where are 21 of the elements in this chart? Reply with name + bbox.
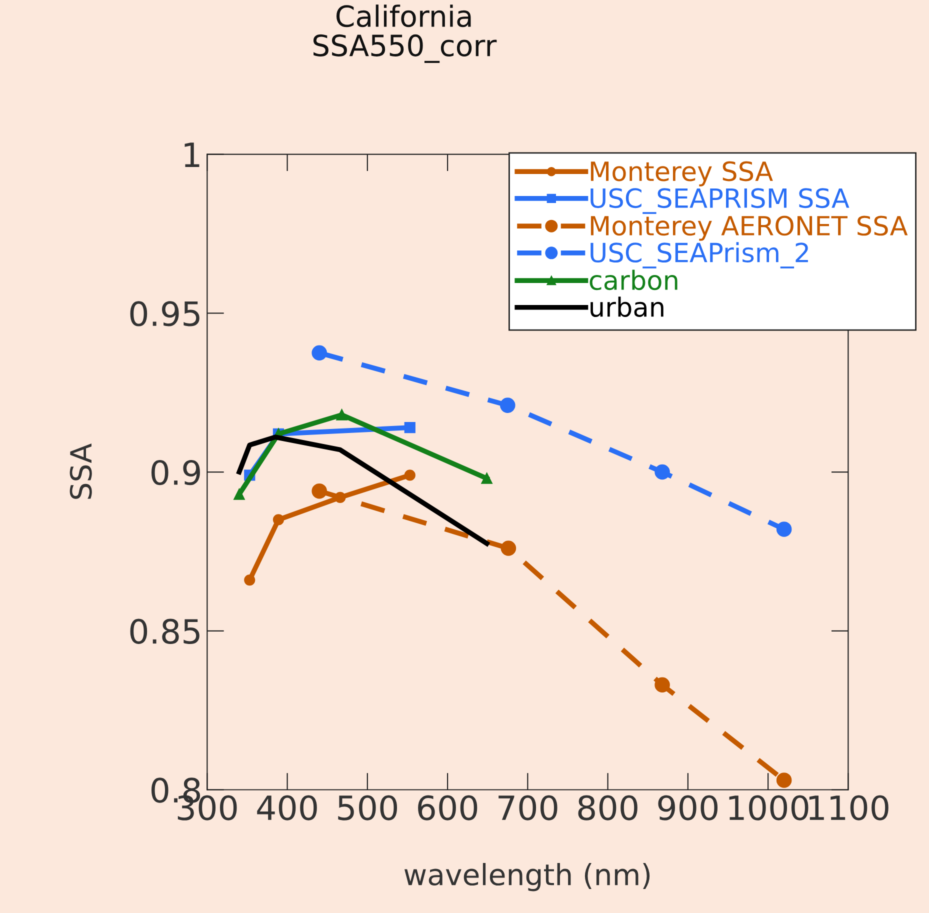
x-tick-label: 800 [578,795,638,820]
x-tick-label: 700 [498,795,558,820]
chart-title: California SSA550_corr [313,4,497,63]
legend-label: carbon [590,270,678,290]
x-tick-label: 1000 [729,795,808,820]
y-tick-label: 0.85 [130,618,200,644]
x-tick-label: 400 [257,795,317,820]
legend-label: urban [590,296,664,317]
y-tick-label: 1 [184,142,200,167]
y-tick-label: 0.95 [130,301,200,326]
y-tick-label: 0.9 [151,460,200,486]
x-axis-title: wavelength (nm) [404,862,650,892]
legend-label: Monterey AERONET SSA [590,216,908,241]
x-tick-label: 1100 [809,795,888,820]
y-axis-title: SSA [70,444,92,499]
legend-label: USC_SEAPRISM SSA [590,188,850,214]
x-tick-label: 900 [658,795,718,820]
x-tick-label: 500 [338,795,398,820]
legend-label: USC_SEAPrism_2 [590,242,808,268]
legend-label: Monterey SSA [590,161,773,186]
x-tick-label: 600 [418,795,478,820]
